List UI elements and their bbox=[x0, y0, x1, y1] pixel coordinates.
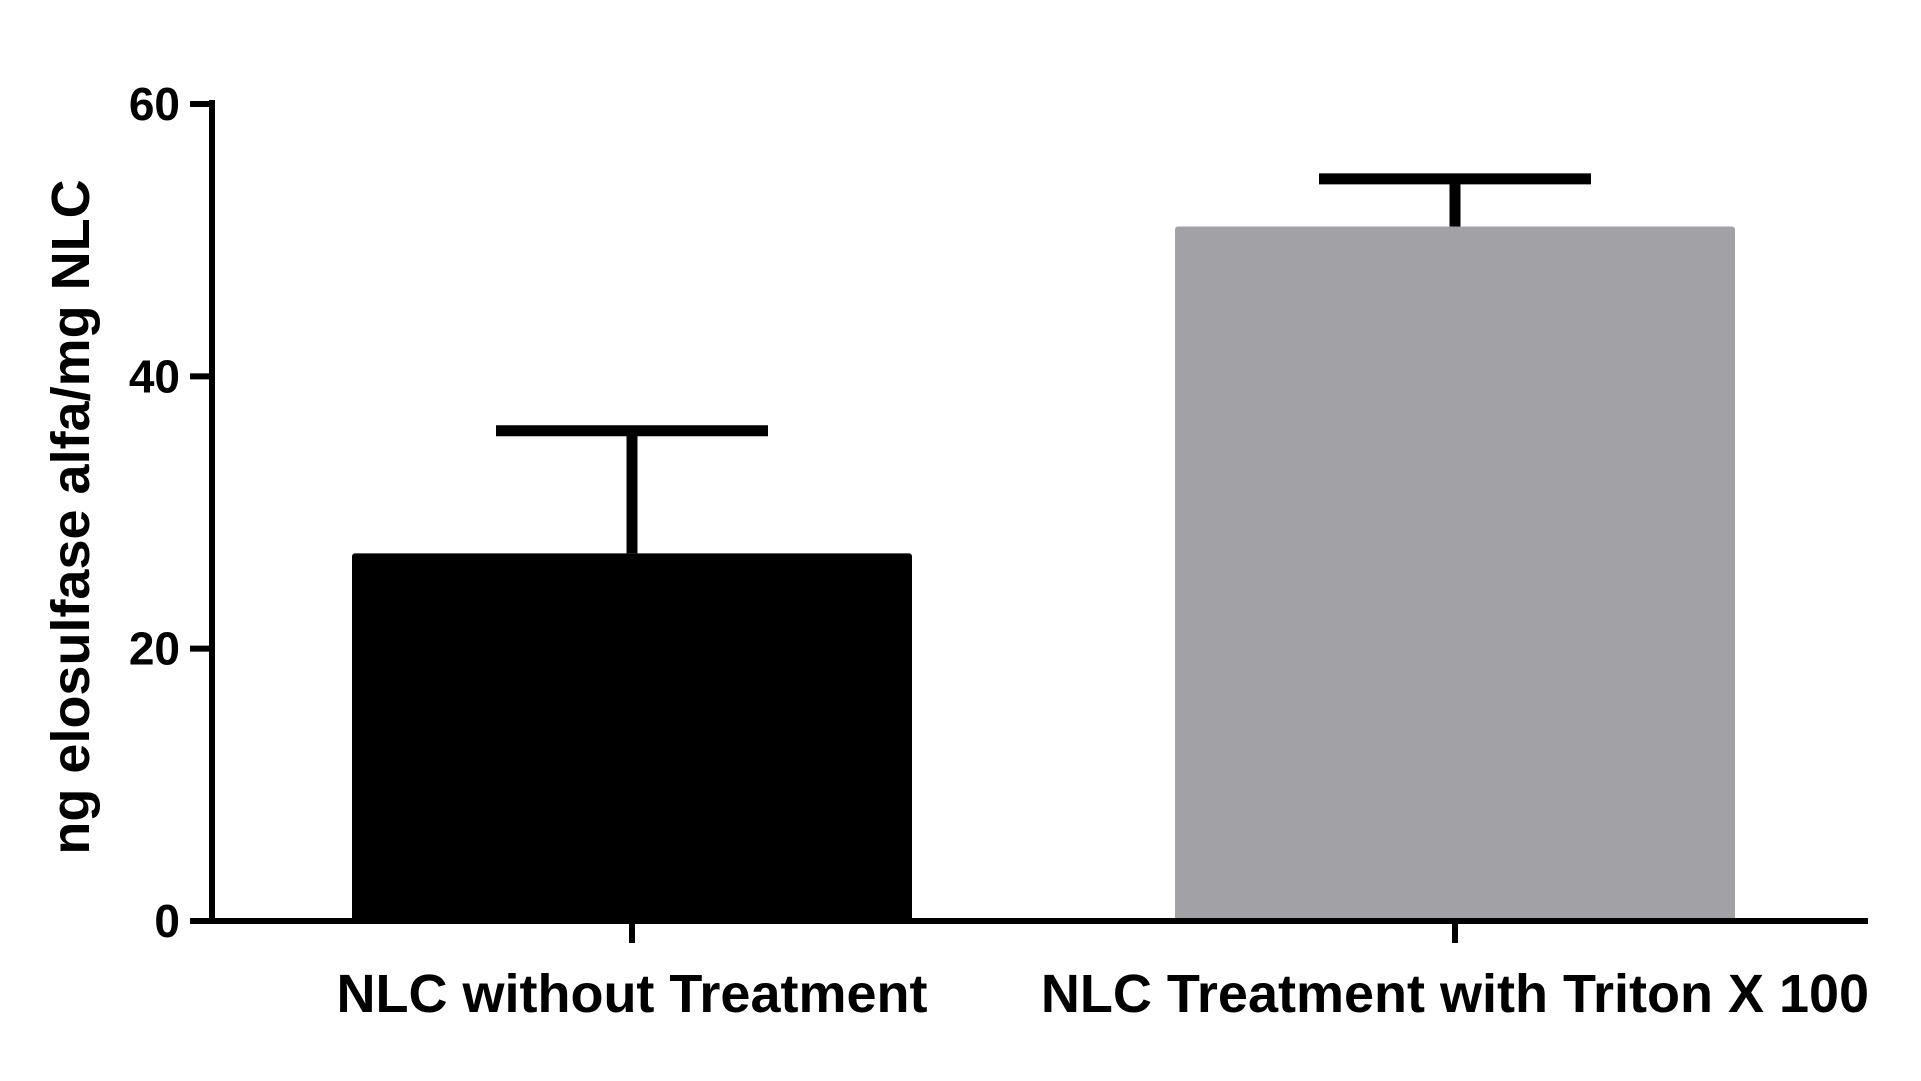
bar-2 bbox=[1175, 226, 1735, 922]
y-ticks: 0 20 40 60 bbox=[129, 78, 212, 947]
y-axis-title: ng elosulfase alfa/mg NLC bbox=[41, 179, 101, 854]
y-tick-label-60: 60 bbox=[129, 78, 180, 130]
y-tick-label-40: 40 bbox=[129, 350, 180, 402]
x-tick-label-1: NLC without Treatment bbox=[337, 964, 928, 1024]
x-ticks: NLC without Treatment NLC Treatment with … bbox=[337, 921, 1869, 1024]
bars-layer bbox=[352, 226, 1735, 922]
y-tick-label-0: 0 bbox=[154, 895, 180, 947]
bar-1 bbox=[352, 553, 912, 921]
error-bars-layer bbox=[496, 173, 1591, 554]
x-tick-label-2: NLC Treatment with Triton X 100 bbox=[1041, 964, 1869, 1024]
y-tick-label-20: 20 bbox=[129, 623, 180, 675]
